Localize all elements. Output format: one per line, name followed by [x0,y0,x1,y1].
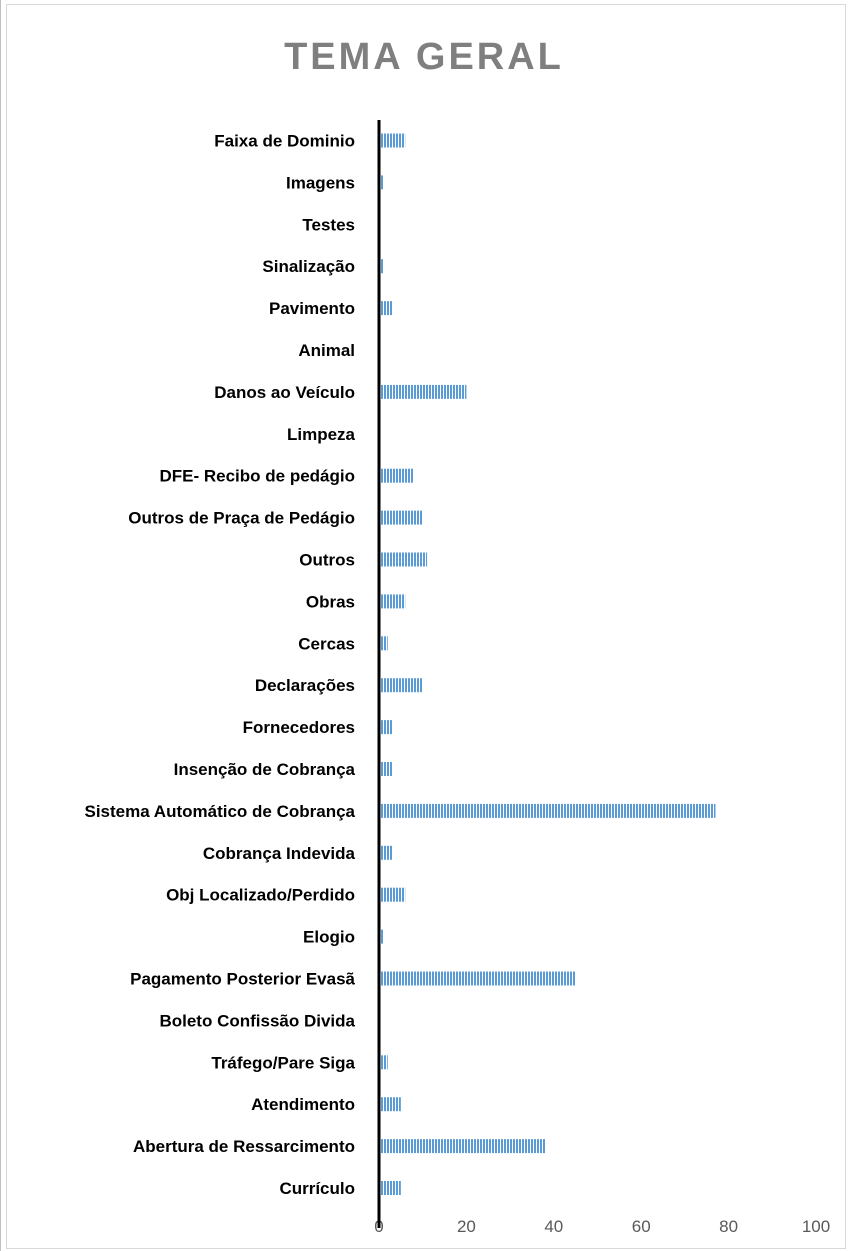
left-border-line [0,0,1,1251]
x-tick-label: 40 [544,1217,563,1236]
bar [379,1055,388,1070]
bar [379,1097,401,1112]
category-label: Limpeza [287,425,356,444]
bar [379,803,716,818]
category-label: Pagamento Posterior Evasã [130,970,355,989]
bar [379,384,467,399]
bar [379,720,393,735]
bar [379,971,576,986]
category-label: Sistema Automático de Cobrança [85,802,356,821]
category-label: Testes [302,215,355,234]
bar [379,762,393,776]
category-label: Abertura de Ressarcimento [133,1137,355,1156]
bar [379,929,384,944]
category-label: Insenção de Cobrança [174,760,356,779]
bar [379,259,384,274]
category-label: Faixa de Dominio [214,132,355,151]
category-label: DFE- Recibo de pedágio [159,467,355,486]
category-label: Elogio [303,928,355,947]
category-label: Currículo [279,1179,355,1198]
chart-frame [6,4,846,1249]
category-label: Imagens [286,173,355,192]
bar [379,887,406,902]
x-tick-label: 20 [457,1217,476,1236]
bar [379,594,406,609]
bar [379,175,384,190]
category-label: Cercas [298,634,355,653]
category-label: Danos ao Veículo [214,383,355,402]
category-label: Atendimento [251,1095,355,1114]
bar [379,301,393,316]
bar [379,468,414,483]
category-label: Pavimento [269,299,355,318]
bar [379,510,423,525]
chart-title: TEMA GERAL [284,36,564,78]
x-tick-label: 100 [802,1217,830,1236]
category-label: Declarações [255,676,355,695]
category-label: Outros de Praça de Pedágio [128,509,355,528]
x-tick-label: 80 [719,1217,738,1236]
bar [379,552,428,567]
category-label: Fornecedores [243,718,355,737]
bar [379,636,388,651]
category-label: Tráfego/Pare Siga [211,1053,355,1072]
bar [379,678,423,693]
category-label: Boleto Confissão Divida [159,1011,355,1030]
bar [379,1181,401,1195]
category-label: Outros [299,551,355,570]
category-label: Sinalização [262,257,355,276]
category-label: Cobrança Indevida [203,844,356,863]
category-label: Obj Localizado/Perdido [166,886,355,905]
bar [379,133,406,148]
bar [379,1139,546,1154]
x-tick-label: 60 [632,1217,651,1236]
bar [379,845,393,860]
category-label: Obras [306,592,355,611]
category-label: Animal [298,341,355,360]
